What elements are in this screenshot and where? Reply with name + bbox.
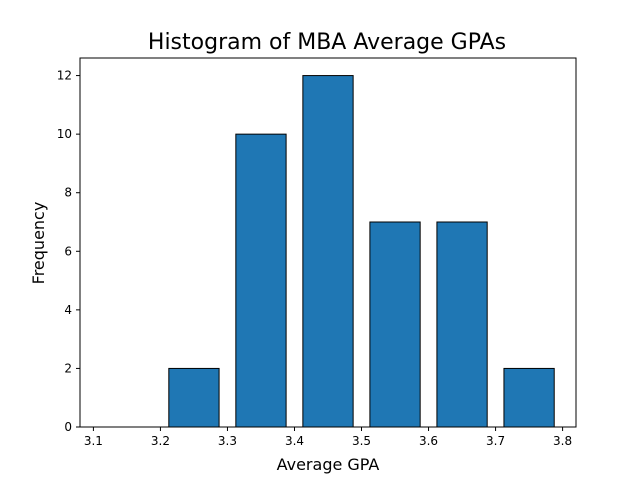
x-ticks: 3.1 3.2 3.3 3.4 3.5 3.6 3.7 3.8 <box>84 427 572 448</box>
bars-group <box>168 75 555 428</box>
histogram-bar-3 <box>302 75 354 428</box>
histogram-bar-1 <box>168 367 220 428</box>
x-axis-label: Average GPA <box>277 455 380 474</box>
y-tick-label-0: 0 <box>64 420 72 434</box>
x-tick-label-0: 3.1 <box>84 434 103 448</box>
y-tick-label-5: 10 <box>57 127 72 141</box>
x-tick-label-1: 3.2 <box>151 434 170 448</box>
y-axis-label: Frequency <box>29 202 48 285</box>
x-tick-label-5: 3.6 <box>419 434 438 448</box>
y-tick-label-2: 4 <box>64 303 72 317</box>
x-tick-label-7: 3.8 <box>553 434 572 448</box>
x-tick-label-3: 3.4 <box>285 434 304 448</box>
y-ticks: 0 2 4 6 8 10 12 <box>57 69 80 434</box>
x-tick-label-4: 3.5 <box>352 434 371 448</box>
y-tick-label-1: 2 <box>64 361 72 375</box>
chart-title: Histogram of MBA Average GPAs <box>148 30 506 55</box>
y-tick-label-6: 12 <box>57 69 72 83</box>
histogram-bar-6 <box>503 367 555 428</box>
histogram-bar-5 <box>436 221 488 428</box>
histogram-bar-4 <box>369 221 421 428</box>
x-tick-label-6: 3.7 <box>486 434 505 448</box>
y-tick-label-3: 6 <box>64 244 72 258</box>
y-tick-label-4: 8 <box>64 186 72 200</box>
histogram-bar-2 <box>235 133 287 428</box>
plot-frame <box>79 57 577 428</box>
x-tick-label-2: 3.3 <box>218 434 237 448</box>
